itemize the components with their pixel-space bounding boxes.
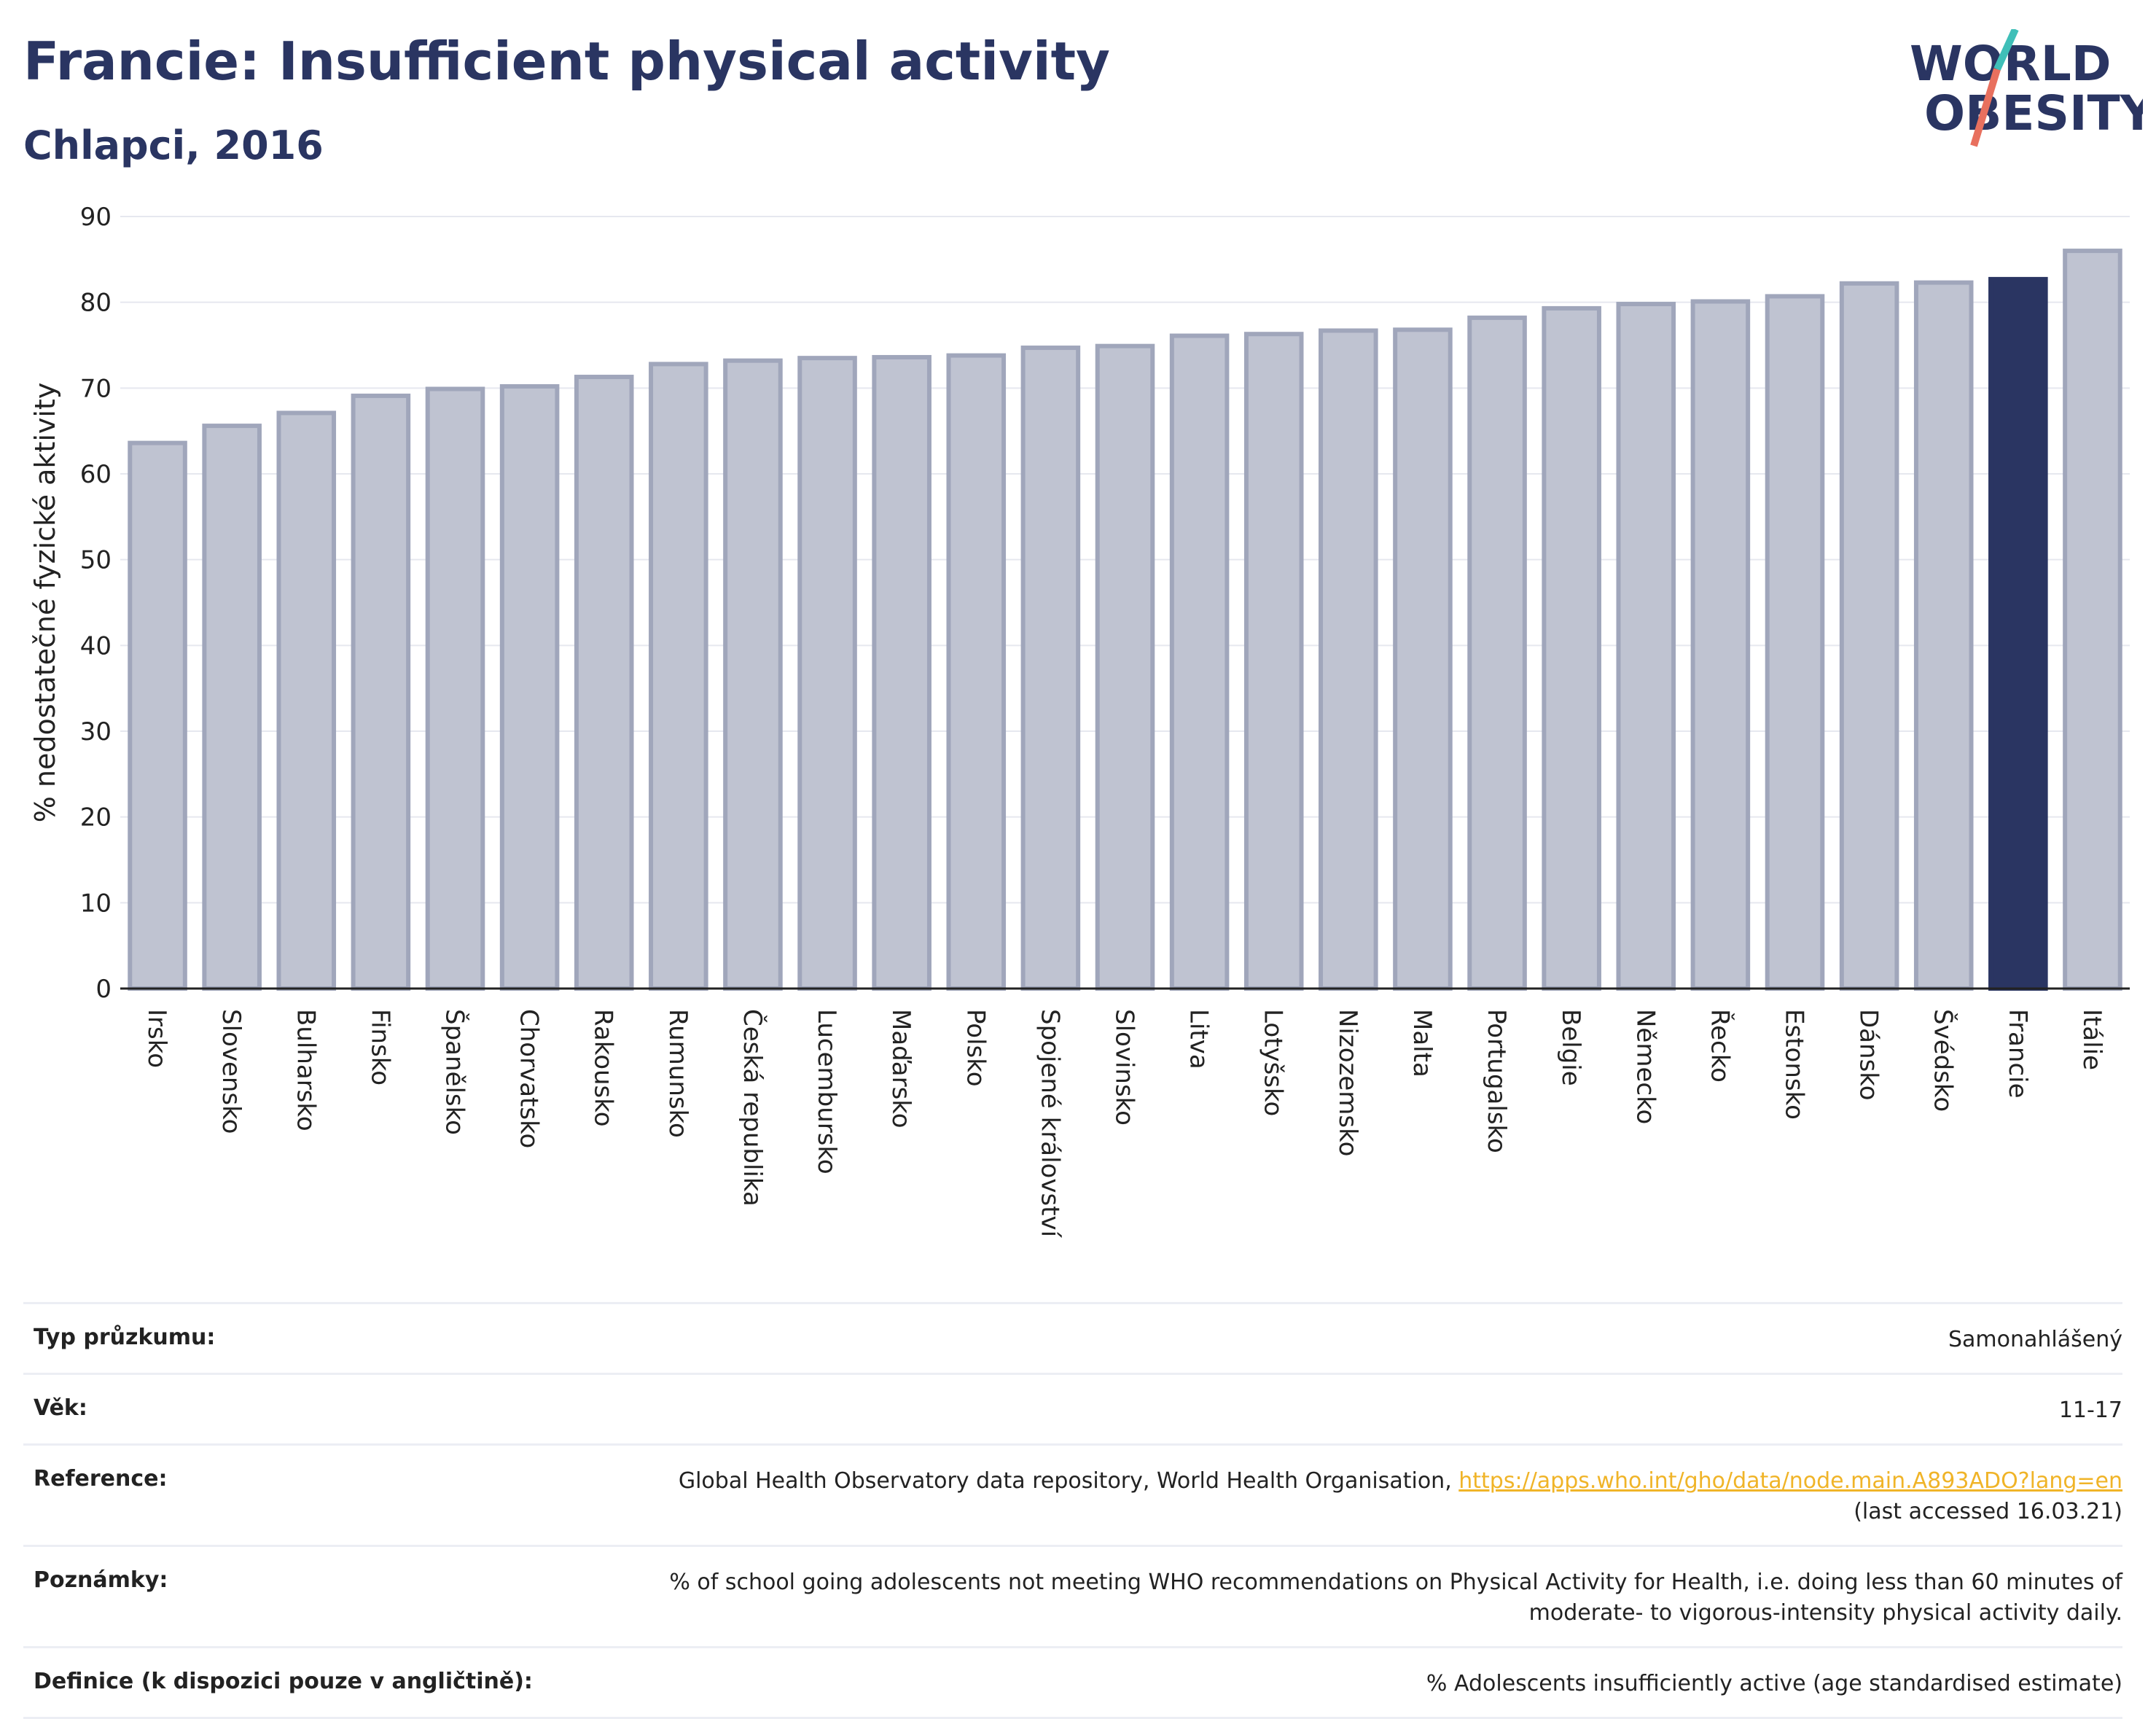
bar-francie bbox=[1988, 276, 2048, 991]
bar-chart: 0 10 20 30 40 50 60 70 80 90 Irsko Slovensko Bulhar… bbox=[29, 203, 2130, 1239]
bar-španělsko bbox=[425, 386, 485, 991]
x-tick-label: Rakousko bbox=[589, 1009, 618, 1127]
bar-česká-republika bbox=[723, 358, 783, 991]
x-tick-label: Belgie bbox=[1556, 1009, 1585, 1086]
x-tick-label: Estonsko bbox=[1780, 1009, 1809, 1120]
info-table: Typ průzkumu: Samonahlášený Věk: 11-17 R… bbox=[23, 1302, 2122, 1719]
x-tick-label: Spojené království bbox=[1035, 1009, 1064, 1239]
info-value: 11-17 bbox=[2058, 1398, 2122, 1423]
x-tick-label: Portugalsko bbox=[1482, 1009, 1511, 1153]
bar-rakousko bbox=[574, 375, 634, 991]
bar-lotyšsko bbox=[1243, 332, 1304, 991]
info-row-notes: Poznámky: % of school going adolescents … bbox=[23, 1547, 2122, 1648]
logo-slash-teal bbox=[1993, 29, 2019, 71]
reference-accessed: (last accessed 16.03.21) bbox=[1854, 1499, 2122, 1524]
reference-text: Global Health Observatory data repositor… bbox=[678, 1468, 1459, 1494]
x-tick-label: Finsko bbox=[365, 1009, 394, 1085]
page-title: Francie: Insufficient physical activity bbox=[23, 31, 1110, 92]
info-row-age: Věk: 11-17 bbox=[23, 1375, 2122, 1446]
y-tick-label: 60 bbox=[80, 460, 112, 489]
y-tick-label: 80 bbox=[80, 289, 112, 318]
bars bbox=[128, 249, 2122, 991]
y-axis-label: % nedostatečné fyzické aktivity bbox=[29, 383, 61, 823]
bar-bulharsko bbox=[276, 410, 337, 991]
y-tick-label: 0 bbox=[95, 975, 112, 1004]
info-value: Samonahlášený bbox=[1948, 1327, 2122, 1352]
y-tick-label: 90 bbox=[80, 203, 112, 232]
x-tick-label: Malta bbox=[1407, 1009, 1437, 1077]
x-tick-label: Česká republika bbox=[738, 1009, 768, 1207]
bar-rumunsko bbox=[649, 362, 708, 991]
bar-polsko bbox=[946, 353, 1007, 991]
x-tick-label: Polsko bbox=[961, 1009, 990, 1087]
x-tick-label: Francie bbox=[2003, 1009, 2032, 1099]
bar-maďarsko bbox=[872, 354, 931, 991]
bar-itálie bbox=[2063, 249, 2122, 991]
y-tick-label: 10 bbox=[80, 889, 112, 918]
info-row-reference: Reference: Global Health Observatory dat… bbox=[23, 1446, 2122, 1547]
x-tick-label: Irsko bbox=[142, 1009, 171, 1068]
y-tick-label: 20 bbox=[80, 803, 112, 833]
x-tick-label: Maďarsko bbox=[886, 1009, 915, 1129]
y-tick-label: 50 bbox=[80, 546, 112, 575]
bar-irsko bbox=[128, 440, 187, 991]
x-tick-label: Dánsko bbox=[1854, 1009, 1883, 1101]
bar-nizozemsko bbox=[1319, 328, 1378, 991]
notes-line2: moderate- to vigorous-intensity physical… bbox=[1528, 1600, 2122, 1626]
info-key: Reference: bbox=[34, 1466, 168, 1492]
bar-belgie bbox=[1542, 305, 1601, 991]
x-tick-label: Litva bbox=[1184, 1009, 1214, 1069]
bar-slovinsko bbox=[1095, 343, 1155, 991]
x-tick-label: Slovensko bbox=[216, 1009, 246, 1134]
info-value: Global Health Observatory data repositor… bbox=[679, 1466, 2122, 1527]
y-tick-label: 70 bbox=[80, 374, 112, 403]
bar-chorvatsko bbox=[499, 383, 560, 991]
x-tick-label: Slovinsko bbox=[1110, 1009, 1139, 1126]
y-tick-label: 30 bbox=[80, 717, 112, 747]
logo-slash-red bbox=[1970, 68, 2001, 147]
x-tick-label: Chorvatsko bbox=[515, 1009, 544, 1148]
x-tick-label: Švédsko bbox=[1929, 1009, 1958, 1112]
logo-line2: OBESITY bbox=[1924, 85, 2143, 141]
x-tick-label: Lotyšsko bbox=[1259, 1009, 1288, 1116]
info-value: % Adolescents insufficiently active (age… bbox=[1426, 1671, 2122, 1696]
info-key: Věk: bbox=[34, 1395, 87, 1421]
info-key: Typ průzkumu: bbox=[34, 1325, 216, 1350]
page-subtitle: Chlapci, 2016 bbox=[23, 122, 324, 168]
y-axis-ticks: 0 10 20 30 40 50 60 70 80 90 bbox=[80, 203, 112, 1004]
bar-švédsko bbox=[1913, 280, 1974, 991]
bar-slovensko bbox=[202, 424, 262, 991]
x-tick-label: Německo bbox=[1630, 1009, 1660, 1124]
info-key: Definice (k dispozici pouze v angličtině… bbox=[34, 1669, 533, 1694]
notes-line1: % of school going adolescents not meetin… bbox=[669, 1570, 2122, 1595]
bar-lucembursko bbox=[797, 356, 857, 991]
info-row-survey-type: Typ průzkumu: Samonahlášený bbox=[23, 1304, 2122, 1375]
info-key: Poznámky: bbox=[34, 1567, 168, 1593]
x-tick-label: Španělsko bbox=[440, 1009, 470, 1135]
bar-spojené-království bbox=[1020, 346, 1081, 991]
reference-link[interactable]: https://apps.who.int/gho/data/node.main.… bbox=[1458, 1468, 2122, 1494]
bar-řecko bbox=[1690, 299, 1751, 991]
info-value: % of school going adolescents not meetin… bbox=[669, 1567, 2122, 1629]
bar-finsko bbox=[351, 393, 411, 991]
y-tick-label: 40 bbox=[80, 631, 112, 660]
bar-německo bbox=[1616, 302, 1676, 991]
x-tick-label: Bulharsko bbox=[291, 1009, 320, 1131]
x-tick-label: Řecko bbox=[1705, 1009, 1735, 1083]
world-obesity-logo: WORLD OBESITY bbox=[1910, 29, 2143, 147]
bar-estonsko bbox=[1765, 294, 1825, 991]
x-tick-label: Itálie bbox=[2077, 1009, 2106, 1070]
bar-portugalsko bbox=[1467, 315, 1527, 991]
x-tick-label: Nizozemsko bbox=[1333, 1009, 1362, 1156]
info-row-definition: Definice (k dispozici pouze v angličtině… bbox=[23, 1648, 2122, 1719]
x-tick-label: Lucembursko bbox=[812, 1009, 841, 1174]
bar-litva bbox=[1169, 333, 1230, 991]
bar-dánsko bbox=[1839, 281, 1899, 991]
x-axis-ticks: Irsko Slovensko Bulharsko Finsko Španělsko Ch… bbox=[142, 1009, 2106, 1239]
x-tick-label: Rumunsko bbox=[663, 1009, 692, 1138]
bar-malta bbox=[1393, 327, 1453, 991]
